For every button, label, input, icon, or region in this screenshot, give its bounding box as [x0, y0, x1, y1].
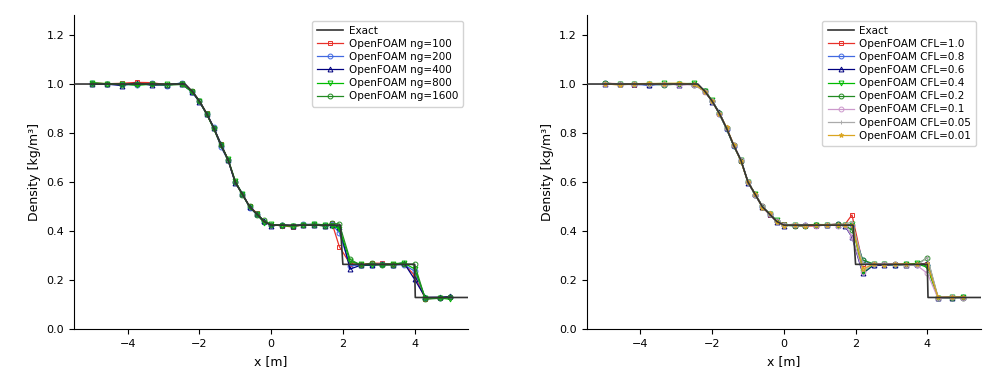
X-axis label: x [m]: x [m]	[767, 355, 801, 368]
Legend: Exact, OpenFOAM CFL=1.0, OpenFOAM CFL=0.8, OpenFOAM CFL=0.6, OpenFOAM CFL=0.4, O: Exact, OpenFOAM CFL=1.0, OpenFOAM CFL=0.…	[822, 21, 976, 146]
Y-axis label: Density [kg/m³]: Density [kg/m³]	[540, 123, 554, 221]
Y-axis label: Density [kg/m³]: Density [kg/m³]	[28, 123, 41, 221]
X-axis label: x [m]: x [m]	[254, 355, 288, 368]
Legend: Exact, OpenFOAM ng=100, OpenFOAM ng=200, OpenFOAM ng=400, OpenFOAM ng=800, OpenF: Exact, OpenFOAM ng=100, OpenFOAM ng=200,…	[313, 21, 463, 106]
